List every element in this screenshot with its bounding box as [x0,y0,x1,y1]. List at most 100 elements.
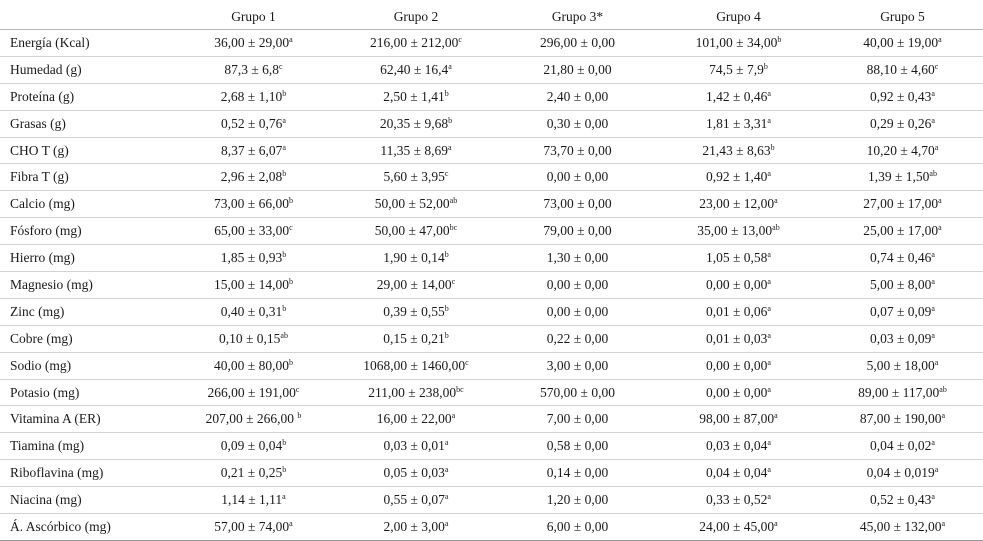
value-cell: 0,74 ± 0,46a [822,244,983,273]
value-cell: 87,00 ± 190,00a [822,405,983,434]
value-cell: 2,50 ± 1,41b [332,83,500,111]
significance-letter: b [770,142,775,152]
mean-sd-value: 10,20 ± 4,70 [866,142,935,158]
header-cell-grupo-3: Grupo 3* [500,4,655,30]
significance-letter: a [934,142,939,152]
mean-sd-value: 0,52 ± 0,43 [870,492,932,508]
value-cell: 1,81 ± 3,31a [655,110,822,138]
significance-letter: c [289,223,293,233]
significance-letter: ab [449,196,458,206]
significance-letter: ab [929,169,937,179]
mean-sd-value: 62,40 ± 16,4 [380,61,449,77]
significance-letter: a [931,250,935,260]
value-cell: 0,03 ± 0,04a [655,432,822,461]
value-cell: 0,14 ± 0,00 [500,459,655,488]
value-cell: 36,00 ± 29,00a [175,29,332,57]
mean-sd-value: 1,39 ± 1,50 [868,169,930,185]
mean-sd-value: 27,00 ± 17,00 [863,196,939,212]
value-cell: 101,00 ± 34,00b [655,29,822,57]
mean-sd-value: 73,00 ± 66,00 [214,196,289,212]
mean-sd-value: 5,60 ± 3,95 [383,169,445,185]
value-cell: 88,10 ± 4,60c [822,56,983,84]
value-cell: 50,00 ± 47,00bc [332,217,500,246]
significance-letter: b [288,196,293,206]
mean-sd-value: 0,10 ± 0,15 [219,330,281,346]
mean-sd-value: 211,00 ± 238,00 [368,384,457,400]
value-cell: 0,52 ± 0,43a [822,486,983,515]
significance-letter: a [282,115,286,125]
value-cell: 57,00 ± 74,00a [175,513,332,541]
mean-sd-value: 0,00 ± 0,00 [546,303,609,319]
mean-sd-value: 0,33 ± 0,52 [706,492,768,508]
value-cell: 0,29 ± 0,26a [822,110,983,138]
value-cell: 0,04 ± 0,04a [655,459,822,488]
mean-sd-value: 0,07 ± 0,09 [870,303,932,319]
mean-sd-value: 296,00 ± 0,00 [540,34,615,50]
mean-sd-value: 50,00 ± 52,00 [374,196,450,212]
row-label: Riboflavina (mg) [0,459,175,488]
significance-letter: a [938,196,942,206]
mean-sd-value: 0,01 ± 0,03 [706,330,768,346]
table-row: Proteína (g) 2,68 ± 1,10b 2,50 ± 1,41b 2,40… [0,83,983,111]
significance-letter: a [774,518,778,528]
table-row: Riboflavina (mg) 0,21 ± 0,25b 0,05 ± 0,03a… [0,459,983,488]
value-cell: 0,00 ± 0,00a [655,271,822,299]
value-cell: 2,68 ± 1,10b [175,83,332,111]
significance-letter: b [282,169,287,179]
mean-sd-value: 74,5 ± 7,9 [709,61,764,77]
value-cell: 89,00 ± 117,00ab [822,379,983,407]
significance-letter: b [444,88,449,98]
significance-letter: ab [939,384,947,394]
table-row: Fósforo (mg) 65,00 ± 33,00c 50,00 ± 47,00b… [0,217,983,246]
value-cell: 20,35 ± 9,68b [332,110,500,138]
table-row: Potasio (mg) 266,00 ± 191,00c 211,00 ± 238… [0,379,983,407]
significance-letter: c [934,61,939,71]
mean-sd-value: 2,68 ± 1,10 [220,88,283,104]
value-cell: 216,00 ± 212,00c [332,29,500,57]
mean-sd-value: 2,50 ± 1,41 [383,88,445,104]
nutrient-table: Grupo 1 Grupo 2 Grupo 3* Grupo 4 Grupo 5… [0,4,983,541]
value-cell: 1,90 ± 0,14b [332,244,500,273]
significance-letter: b [282,250,287,260]
mean-sd-value: 21,80 ± 0,00 [543,61,612,77]
significance-letter: a [767,384,771,394]
significance-letter: bc [449,223,458,233]
value-cell: 0,55 ± 0,07a [332,486,500,515]
value-cell: 5,00 ± 18,00a [822,352,983,380]
value-cell: 0,52 ± 0,76a [175,110,332,138]
mean-sd-value: 1,42 ± 0,46 [706,88,768,104]
table-row: Sodio (mg) 40,00 ± 80,00b 1068,00 ± 1460,0… [0,352,983,380]
mean-sd-value: 1,90 ± 0,14 [383,250,445,266]
significance-letter: b [444,330,449,340]
mean-sd-value: 1068,00 ± 1460,00 [363,357,466,373]
value-cell: 50,00 ± 52,00ab [332,190,500,219]
mean-sd-value: 0,00 ± 0,00 [546,169,609,185]
significance-letter: a [931,303,935,313]
row-label: Proteína (g) [0,83,175,111]
value-cell: 0,00 ± 0,00a [655,379,822,407]
header-cell-grupo-4: Grupo 4 [655,4,822,30]
significance-letter: b [282,438,287,448]
value-cell: 73,00 ± 66,00b [175,190,332,219]
value-cell: 0,92 ± 0,43a [822,83,983,111]
row-label: Humedad (g) [0,56,175,84]
value-cell: 1,20 ± 0,00 [500,486,655,515]
row-label: Á. Ascórbico (mg) [0,513,175,541]
value-cell: 8,37 ± 6,07a [175,137,332,165]
row-label: Sodio (mg) [0,352,175,380]
mean-sd-value: 0,92 ± 0,43 [870,88,932,104]
mean-sd-value: 35,00 ± 13,00 [697,223,773,239]
mean-sd-value: 0,15 ± 0,21 [383,330,445,346]
mean-sd-value: 23,00 ± 12,00 [699,196,775,212]
significance-letter: a [938,34,942,44]
significance-letter: b [444,250,449,260]
mean-sd-value: 0,04 ± 0,04 [706,465,768,481]
value-cell: 62,40 ± 16,4a [332,56,500,84]
mean-sd-value: 3,00 ± 0,00 [546,357,609,373]
significance-letter: a [767,492,771,502]
value-cell: 0,22 ± 0,00 [500,325,655,353]
mean-sd-value: 266,00 ± 191,00 [207,384,296,400]
value-cell: 207,00 ± 266,00 b [175,405,332,434]
value-cell: 79,00 ± 0,00 [500,217,655,246]
mean-sd-value: 0,74 ± 0,46 [870,250,932,266]
